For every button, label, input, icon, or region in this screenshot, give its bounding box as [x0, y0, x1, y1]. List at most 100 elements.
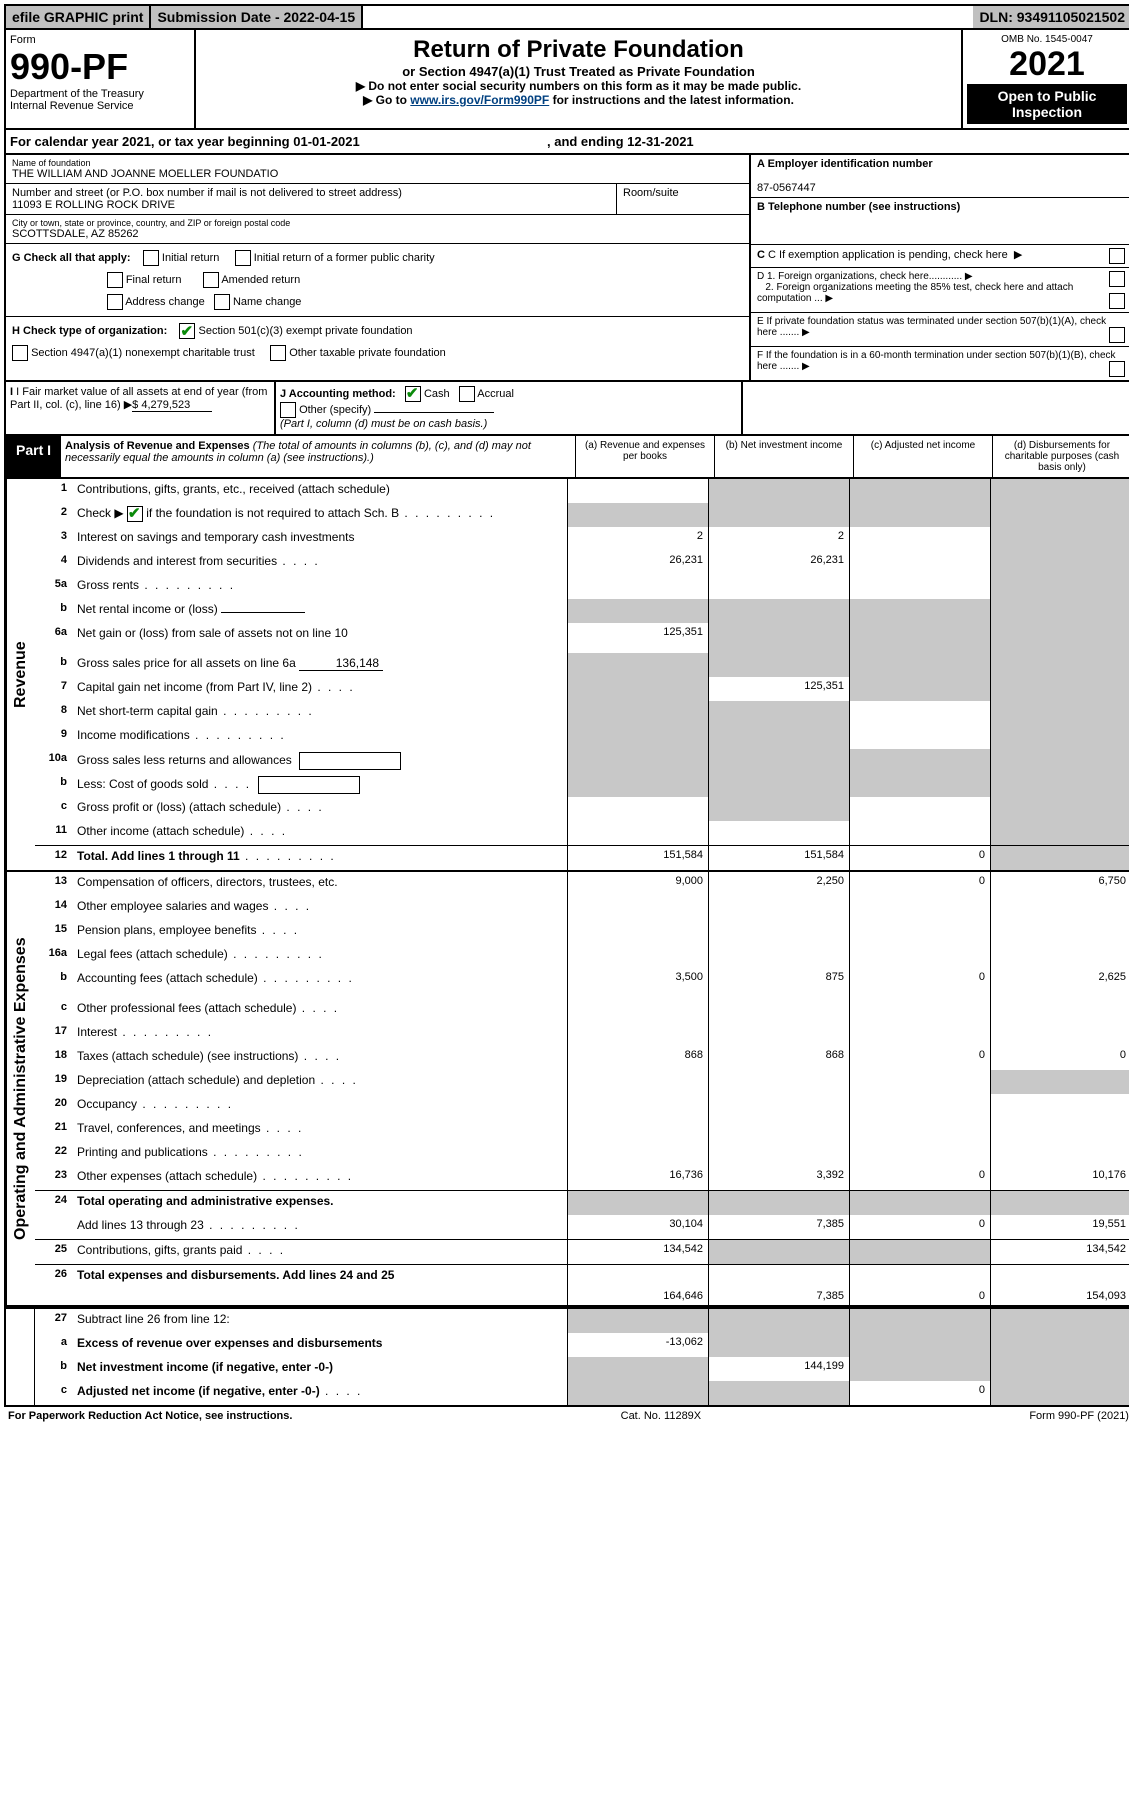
checkbox-address[interactable]	[107, 294, 123, 310]
top-bar: efile GRAPHIC print Submission Date - 20…	[4, 4, 1129, 30]
row-5a: Gross rents	[73, 575, 567, 599]
row-13: Compensation of officers, directors, tru…	[73, 872, 567, 896]
row-27c: Adjusted net income (if negative, enter …	[73, 1381, 567, 1405]
c-row: C C If exemption application is pending,…	[751, 245, 1129, 268]
row-10c: Gross profit or (loss) (attach schedule)	[73, 797, 567, 821]
expenses-table: Operating and Administrative Expenses 13…	[4, 872, 1129, 1307]
row-24: Total operating and administrative expen…	[73, 1191, 567, 1215]
h-check-row: H Check type of organization: Section 50…	[6, 317, 749, 367]
efile-label: efile GRAPHIC print	[6, 6, 151, 28]
checkbox-501c3[interactable]	[179, 323, 195, 339]
row-12: Total. Add lines 1 through 11	[73, 846, 567, 870]
form-number: 990-PF	[10, 46, 190, 88]
row-1: Contributions, gifts, grants, etc., rece…	[73, 479, 567, 503]
row-6b: Gross sales price for all assets on line…	[73, 653, 567, 677]
revenue-vert-label: Revenue	[6, 479, 35, 870]
row-10a: Gross sales less returns and allowances	[73, 749, 567, 773]
f-row: F If the foundation is in a 60-month ter…	[751, 347, 1129, 380]
checkbox-name-change[interactable]	[214, 294, 230, 310]
col-a-head: (a) Revenue and expenses per books	[575, 436, 714, 477]
checkbox-cash[interactable]	[405, 386, 421, 402]
footer-left: For Paperwork Reduction Act Notice, see …	[8, 1410, 292, 1422]
omb-number: OMB No. 1545-0047	[967, 34, 1127, 45]
room-suite: Room/suite	[616, 184, 749, 214]
submission-date-label: Submission Date - 2022-04-15	[151, 6, 363, 28]
row-20: Occupancy	[73, 1094, 567, 1118]
g-check-row: G Check all that apply: Initial return I…	[6, 244, 749, 317]
row-27b: Net investment income (if negative, ente…	[73, 1357, 567, 1381]
instr-ssn: ▶ Do not enter social security numbers o…	[202, 79, 955, 93]
foundation-name-row: Name of foundation THE WILLIAM AND JOANN…	[6, 155, 749, 184]
checkbox-initial[interactable]	[143, 250, 159, 266]
dln-label: DLN: 93491105021502	[973, 6, 1129, 28]
form-center: Return of Private Foundation or Section …	[196, 30, 961, 128]
row-27a: Excess of revenue over expenses and disb…	[73, 1333, 567, 1357]
footer-center: Cat. No. 11289X	[621, 1410, 702, 1422]
i-fair-market: I I Fair market value of all assets at e…	[6, 382, 276, 434]
row-25: Contributions, gifts, grants paid	[73, 1240, 567, 1264]
line-27-block: 27Subtract line 26 from line 12: aExcess…	[4, 1307, 1129, 1407]
row-24b: Add lines 13 through 23	[73, 1215, 567, 1239]
form-title: Return of Private Foundation	[202, 36, 955, 64]
row-23: Other expenses (attach schedule)	[73, 1166, 567, 1190]
checkbox-c[interactable]	[1109, 248, 1125, 264]
part1-desc: Analysis of Revenue and Expenses (The to…	[61, 436, 575, 477]
row-22: Printing and publications	[73, 1142, 567, 1166]
checkbox-f[interactable]	[1109, 361, 1125, 377]
form-right: OMB No. 1545-0047 2021 Open to Public In…	[961, 30, 1129, 128]
form-subtitle: or Section 4947(a)(1) Trust Treated as P…	[202, 64, 955, 79]
page-footer: For Paperwork Reduction Act Notice, see …	[4, 1407, 1129, 1425]
row-21: Travel, conferences, and meetings	[73, 1118, 567, 1142]
row-11: Other income (attach schedule)	[73, 821, 567, 845]
calendar-year-row: For calendar year 2021, or tax year begi…	[4, 130, 1129, 155]
row-8: Net short-term capital gain	[73, 701, 567, 725]
row-10b: Less: Cost of goods sold	[73, 773, 567, 797]
row-4: Dividends and interest from securities	[73, 551, 567, 575]
col-d-head: (d) Disbursements for charitable purpose…	[992, 436, 1129, 477]
row-27: Subtract line 26 from line 12:	[73, 1309, 567, 1333]
row-16a: Legal fees (attach schedule)	[73, 944, 567, 968]
instr-goto: ▶ Go to www.irs.gov/Form990PF for instru…	[202, 93, 955, 107]
row-15: Pension plans, employee benefits	[73, 920, 567, 944]
open-public-badge: Open to Public Inspection	[967, 84, 1127, 124]
form-left: Form 990-PF Department of the Treasury I…	[6, 30, 196, 128]
checkbox-final[interactable]	[107, 272, 123, 288]
part1-header: Part I Analysis of Revenue and Expenses …	[4, 436, 1129, 479]
row-2: Check ▶ if the foundation is not require…	[73, 503, 567, 527]
row-6a: Net gain or (loss) from sale of assets n…	[73, 623, 567, 653]
expenses-vert-label: Operating and Administrative Expenses	[6, 872, 35, 1305]
checkbox-e[interactable]	[1109, 327, 1125, 343]
checkbox-4947[interactable]	[12, 345, 28, 361]
checkbox-other-method[interactable]	[280, 402, 296, 418]
checkbox-accrual[interactable]	[459, 386, 475, 402]
phone-row: B Telephone number (see instructions)	[751, 198, 1129, 245]
d-row: D 1. Foreign organizations, check here..…	[751, 268, 1129, 313]
checkbox-amended[interactable]	[203, 272, 219, 288]
ij-block: I I Fair market value of all assets at e…	[4, 382, 1129, 436]
row-5b: Net rental income or (loss)	[73, 599, 567, 623]
checkbox-d1[interactable]	[1109, 271, 1125, 287]
col-b-head: (b) Net investment income	[714, 436, 853, 477]
form-header: Form 990-PF Department of the Treasury I…	[4, 30, 1129, 130]
checkbox-initial-former[interactable]	[235, 250, 251, 266]
col-c-head: (c) Adjusted net income	[853, 436, 992, 477]
address-row: Number and street (or P.O. box number if…	[6, 184, 616, 214]
ein-row: A Employer identification number 87-0567…	[751, 155, 1129, 198]
j-accounting: J Accounting method: Cash Accrual Other …	[276, 382, 743, 434]
tax-year: 2021	[967, 45, 1127, 84]
footer-right: Form 990-PF (2021)	[1029, 1410, 1129, 1422]
revenue-table: Revenue 1Contributions, gifts, grants, e…	[4, 479, 1129, 872]
row-3: Interest on savings and temporary cash i…	[73, 527, 567, 551]
checkbox-other-taxable[interactable]	[270, 345, 286, 361]
part1-label: Part I	[6, 436, 61, 477]
row-16c: Other professional fees (attach schedule…	[73, 998, 567, 1022]
row-18: Taxes (attach schedule) (see instruction…	[73, 1046, 567, 1070]
irs-link[interactable]: www.irs.gov/Form990PF	[410, 93, 549, 107]
info-block: Name of foundation THE WILLIAM AND JOANN…	[4, 155, 1129, 382]
row-14: Other employee salaries and wages	[73, 896, 567, 920]
checkbox-d2[interactable]	[1109, 293, 1125, 309]
row-16b: Accounting fees (attach schedule)	[73, 968, 567, 998]
checkbox-schb[interactable]	[127, 506, 143, 522]
row-19: Depreciation (attach schedule) and deple…	[73, 1070, 567, 1094]
e-row: E If private foundation status was termi…	[751, 313, 1129, 347]
